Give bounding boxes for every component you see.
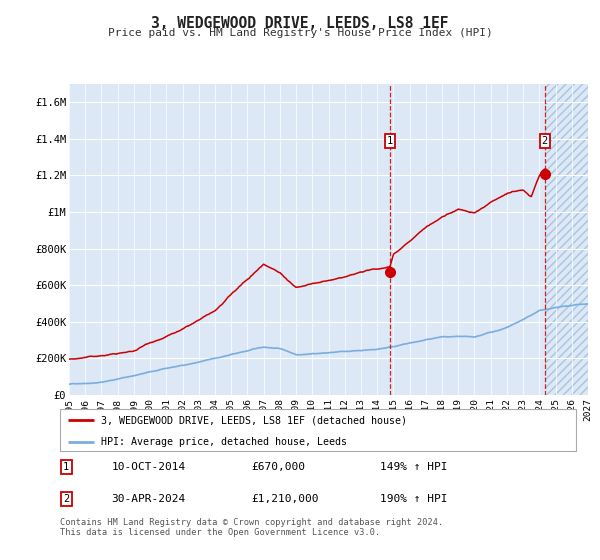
Text: 2: 2 xyxy=(63,494,70,504)
Text: 3, WEDGEWOOD DRIVE, LEEDS, LS8 1EF (detached house): 3, WEDGEWOOD DRIVE, LEEDS, LS8 1EF (deta… xyxy=(101,415,407,425)
Text: Price paid vs. HM Land Registry's House Price Index (HPI): Price paid vs. HM Land Registry's House … xyxy=(107,28,493,38)
Text: 3, WEDGEWOOD DRIVE, LEEDS, LS8 1EF: 3, WEDGEWOOD DRIVE, LEEDS, LS8 1EF xyxy=(151,16,449,31)
Text: 1: 1 xyxy=(63,462,70,472)
Text: 190% ↑ HPI: 190% ↑ HPI xyxy=(380,494,448,504)
Text: Contains HM Land Registry data © Crown copyright and database right 2024.
This d: Contains HM Land Registry data © Crown c… xyxy=(60,518,443,538)
Text: £670,000: £670,000 xyxy=(251,462,305,472)
Text: 2: 2 xyxy=(542,136,548,146)
Text: HPI: Average price, detached house, Leeds: HPI: Average price, detached house, Leed… xyxy=(101,437,347,446)
Text: 10-OCT-2014: 10-OCT-2014 xyxy=(112,462,186,472)
Text: £1,210,000: £1,210,000 xyxy=(251,494,319,504)
Text: 1: 1 xyxy=(386,136,393,146)
Bar xyxy=(545,84,588,395)
Bar xyxy=(545,84,588,395)
Text: 149% ↑ HPI: 149% ↑ HPI xyxy=(380,462,448,472)
Text: 30-APR-2024: 30-APR-2024 xyxy=(112,494,186,504)
FancyBboxPatch shape xyxy=(60,409,576,451)
